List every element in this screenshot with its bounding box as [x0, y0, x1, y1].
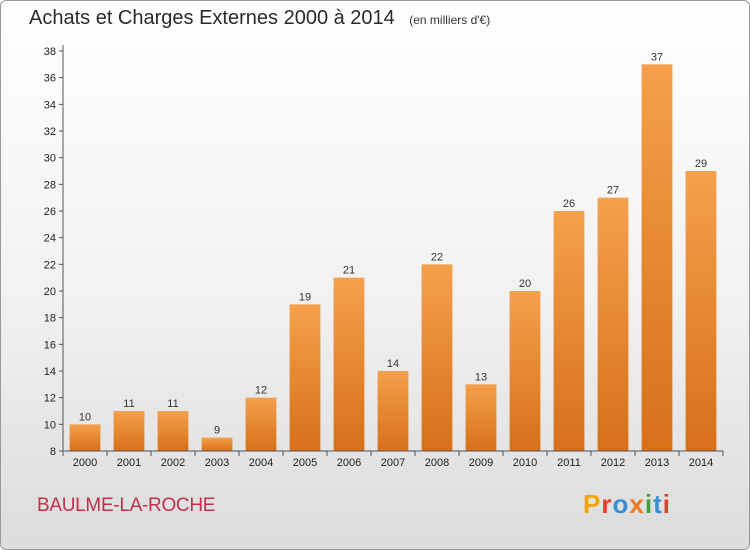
y-tick-label: 34	[44, 99, 56, 111]
x-tick-label: 2014	[689, 457, 713, 469]
data-label: 13	[475, 371, 487, 383]
x-tick-label: 2012	[601, 457, 625, 469]
bar-2011	[553, 211, 585, 451]
bar-2005	[289, 304, 321, 451]
bar-2008	[421, 264, 453, 451]
bar-2000	[69, 424, 101, 451]
data-label: 20	[519, 278, 531, 290]
data-label: 27	[607, 185, 619, 197]
y-tick-label: 26	[44, 206, 56, 218]
y-tick-label: 16	[44, 339, 56, 351]
y-tick-label: 20	[44, 286, 56, 298]
x-tick-label: 2010	[513, 457, 537, 469]
y-tick-label: 30	[44, 153, 56, 165]
x-tick-label: 2003	[205, 457, 229, 469]
bar-2002	[157, 411, 189, 451]
x-tick-label: 2008	[425, 457, 449, 469]
x-tick-label: 2004	[249, 457, 273, 469]
x-tick-label: 2013	[645, 457, 669, 469]
y-tick-label: 8	[50, 446, 56, 458]
y-tick-label: 38	[44, 46, 56, 58]
data-label: 22	[431, 251, 443, 263]
data-label: 9	[214, 425, 220, 437]
x-tick-label: 2006	[337, 457, 361, 469]
y-tick-label: 36	[44, 73, 56, 85]
data-label: 10	[79, 411, 91, 423]
x-tick-label: 2000	[73, 457, 97, 469]
bar-2012	[597, 197, 629, 451]
y-tick-label: 32	[44, 126, 56, 138]
commune-name: BAULME-LA-ROCHE	[37, 495, 216, 516]
logo-letter: t	[653, 489, 663, 519]
x-tick-label: 2001	[117, 457, 141, 469]
x-tick-label: 2007	[381, 457, 405, 469]
y-tick-label: 14	[44, 366, 56, 378]
y-tick-label: 22	[44, 259, 56, 271]
data-label: 37	[651, 51, 663, 63]
bar-2014	[685, 171, 717, 451]
bar-2007	[377, 371, 409, 451]
x-tick-label: 2005	[293, 457, 317, 469]
y-tick-label: 12	[44, 393, 56, 405]
logo-letter: i	[662, 489, 671, 519]
bar-2013	[641, 64, 673, 452]
chart-title: Achats et Charges Externes 2000 à 2014	[29, 7, 395, 29]
data-label: 11	[123, 398, 134, 410]
bar-2004	[245, 397, 277, 451]
data-label: 21	[343, 265, 355, 277]
title-row: Achats et Charges Externes 2000 à 2014 (…	[29, 7, 490, 30]
bar-2003	[201, 437, 233, 451]
y-tick-label: 10	[44, 419, 56, 431]
data-label: 19	[299, 291, 311, 303]
logo-letter: x	[629, 489, 645, 519]
y-tick-label: 28	[44, 179, 56, 191]
y-tick-label: 18	[44, 313, 56, 325]
y-tick-label: 24	[44, 233, 56, 245]
data-label: 11	[167, 398, 178, 410]
chart-subtitle: (en milliers d'€)	[409, 13, 491, 27]
logo-letter: i	[644, 489, 654, 519]
x-tick-label: 2011	[557, 457, 581, 469]
logo-letter: o	[612, 489, 630, 519]
x-tick-label: 2002	[161, 457, 185, 469]
bar-2010	[509, 291, 541, 451]
data-label: 12	[255, 385, 267, 397]
proxiti-logo: Proxiti	[583, 489, 671, 520]
x-tick-label: 2009	[469, 457, 493, 469]
logo-letter: r	[601, 489, 613, 519]
bar-2009	[465, 384, 497, 451]
logo-letter: P	[583, 489, 602, 519]
bar-2006	[333, 277, 365, 451]
bar-2001	[113, 411, 145, 451]
data-label: 14	[387, 358, 399, 370]
data-label: 29	[695, 158, 707, 170]
data-label: 26	[563, 198, 575, 210]
